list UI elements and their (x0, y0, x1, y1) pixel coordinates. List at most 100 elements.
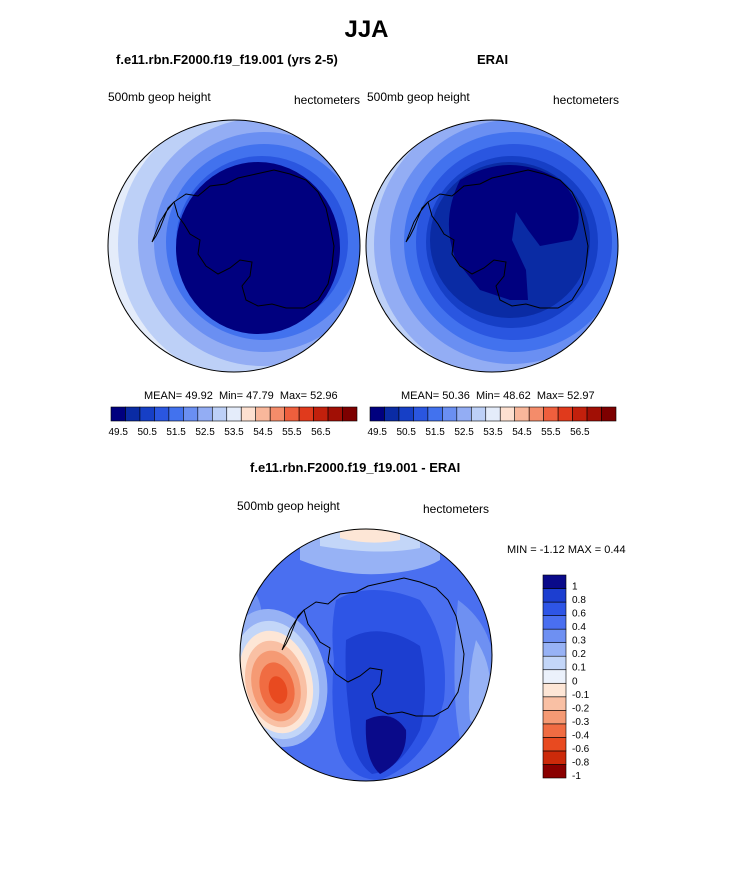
panel1-colorbar-swatch (154, 406, 170, 422)
panel3-colorbar-swatch (542, 588, 567, 603)
panel3-colorbar-swatch (542, 710, 567, 725)
panel1-colorbar-tick-label: 54.5 (253, 427, 273, 438)
panel3-colorbar-tick-label: 0.8 (572, 595, 586, 606)
panel1-colorbar-swatch (197, 406, 213, 422)
panel2-colorbar-swatch (485, 406, 501, 422)
panel1-colorbar-swatch (313, 406, 329, 422)
panel2-colorbar-swatch (601, 406, 617, 422)
panel1-colorbar-swatch (226, 406, 242, 422)
panel1-colorbar-swatch (183, 406, 199, 422)
panel2-title: ERAI (477, 52, 509, 67)
panel3-colorbar-tick-label: 0.2 (572, 649, 586, 660)
panel1-colorbar-swatch (342, 406, 358, 422)
panel3-colorbar-swatch (542, 682, 567, 698)
panel1-colorbar-tick-label: 56.5 (311, 427, 331, 438)
panel3-map (240, 529, 492, 781)
panel3-colorbar-tick-label: -0.8 (572, 757, 590, 768)
panel2-colorbar-swatch (572, 406, 588, 422)
panel2-units-label: hectometers (553, 93, 620, 107)
panel3-colorbar-swatch (542, 723, 567, 738)
panel2-colorbar-swatch (427, 406, 443, 422)
panel3-colorbar-tick-label: 0.1 (572, 663, 586, 674)
panel2-colorbar-swatch (499, 406, 516, 422)
panel2-colorbar-tick-label: 56.5 (570, 427, 590, 438)
panel3-colorbar-tick-label: 0 (572, 676, 578, 687)
panel1-colorbar-swatch (284, 406, 300, 422)
panel3-colorbar-tick-label: 0.3 (572, 636, 586, 647)
panel2-colorbar: 49.5 50.5 51.5 52.5 53.5 54.5 55.5 56.5 (368, 406, 617, 438)
panel2-colorbar-swatch (398, 406, 414, 422)
panel3-colorbar-tick-label: -1 (572, 771, 581, 782)
panel2-colorbar-swatch (442, 406, 458, 422)
panel2-colorbar-swatch (586, 406, 602, 422)
panel1-left-label: 500mb geop height (108, 90, 211, 104)
panel3-colorbar-swatch (542, 642, 567, 657)
panel2-map-border (365, 119, 619, 373)
panel2-colorbar-tick-label: 51.5 (425, 427, 445, 438)
panel2-left-label: 500mb geop height (367, 90, 470, 104)
panel3-stats: MIN = -1.12 MAX = 0.44 (507, 544, 626, 556)
panel1-colorbar: 49.5 50.5 51.5 52.5 53.5 54.5 55.5 56.5 (109, 406, 358, 438)
panel1-units-label: hectometers (294, 93, 361, 107)
panel2-colorbar-tick-label: 53.5 (483, 427, 503, 438)
panel2-colorbar-swatch (456, 406, 472, 422)
panel3-units-label: hectometers (423, 502, 490, 516)
panel3-map-border (239, 528, 493, 782)
panel1-title: f.e11.rbn.F2000.f19_f19.001 (yrs 2-5) (116, 52, 338, 67)
panel1-colorbar-tick-label: 50.5 (137, 427, 157, 438)
panel3-colorbar: 1 0.8 0.6 0.4 0.3 0.2 0.1 0 -0.1 -0.2 -0.3 -0.4 -0.6… (542, 574, 590, 782)
panel3-colorbar-swatch (542, 764, 567, 779)
panel3-colorbar-tick-label: -0.1 (572, 690, 590, 701)
panel1-colorbar-swatch (327, 406, 343, 422)
panel1-colorbar-tick-label: 52.5 (195, 427, 215, 438)
panel3-colorbar-swatch (542, 669, 567, 684)
panel3-colorbar-swatch (542, 601, 567, 616)
panel2-colorbar-swatch (528, 406, 544, 422)
panel1-colorbar-swatch (269, 406, 285, 422)
panel3-colorbar-swatch (542, 615, 567, 630)
panel3-colorbar-tick-label: -0.3 (572, 717, 590, 728)
panel2-colorbar-tick-label: 54.5 (512, 427, 532, 438)
panel3-colorbar-tick-label: -0.2 (572, 703, 590, 714)
panel3-colorbar-swatch (542, 574, 567, 589)
panel3-left-label: 500mb geop height (237, 499, 340, 513)
panel1-colorbar-swatch (240, 406, 257, 422)
panel3-colorbar-tick-label: -0.4 (572, 730, 590, 741)
panel3-title: f.e11.rbn.F2000.f19_f19.001 - ERAI (250, 460, 461, 475)
figure-title: JJA (344, 16, 389, 43)
panel3-colorbar-swatch (542, 655, 567, 671)
panel3-colorbar-swatch (542, 750, 567, 765)
panel1-colorbar-tick-label: 55.5 (282, 427, 302, 438)
panel3-colorbar-swatch (542, 696, 567, 711)
panel2-colorbar-swatch (470, 406, 487, 422)
panel2-colorbar-tick-label: 55.5 (541, 427, 561, 438)
panel1-map-border (107, 119, 361, 373)
panel1-colorbar-swatch (139, 406, 155, 422)
panel2-colorbar-swatch (557, 406, 573, 422)
panel3-colorbar-tick-label: 1 (572, 582, 578, 593)
panel3-colorbar-tick-label: -0.6 (572, 744, 590, 755)
panel2-colorbar-swatch (543, 406, 559, 422)
panel3-colorbar-tick-label: 0.6 (572, 609, 586, 620)
panel2-colorbar-swatch (413, 406, 429, 422)
panel1-colorbar-swatch (110, 406, 126, 422)
panel2-map (366, 120, 618, 372)
panel1-colorbar-swatch (168, 406, 184, 422)
panel2-colorbar-tick-label: 50.5 (396, 427, 416, 438)
panel2-colorbar-tick-label: 52.5 (454, 427, 474, 438)
panel3-colorbar-swatch (542, 737, 567, 752)
panel2-colorbar-tick-label: 49.5 (368, 427, 388, 438)
panel1-colorbar-swatch (125, 406, 141, 422)
panel1-colorbar-tick-label: 51.5 (166, 427, 186, 438)
panel1-colorbar-swatch (298, 406, 314, 422)
panel2-colorbar-swatch (514, 406, 530, 422)
panel2-colorbar-swatch (384, 406, 400, 422)
panel1-colorbar-tick-label: 53.5 (224, 427, 244, 438)
panel2-stats: MEAN= 50.36 Min= 48.62 Max= 52.97 (401, 390, 595, 402)
panel3-colorbar-swatch (542, 628, 567, 643)
panel1-colorbar-swatch (211, 406, 228, 422)
panel1-colorbar-tick-label: 49.5 (109, 427, 129, 438)
panel1-stats: MEAN= 49.92 Min= 47.79 Max= 52.96 (144, 390, 338, 402)
panel1-map (108, 120, 360, 372)
